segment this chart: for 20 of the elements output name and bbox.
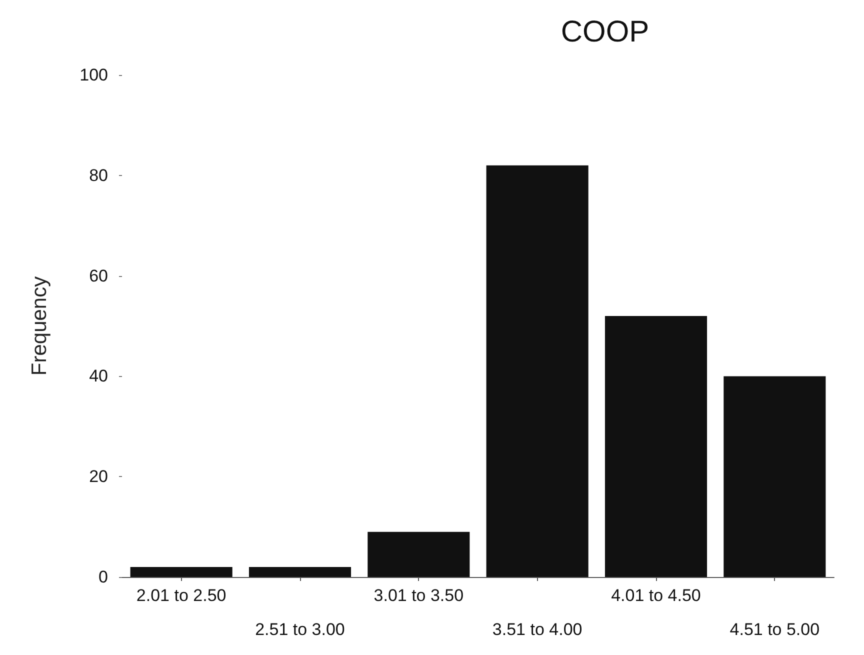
x-tick-label: 3.51 to 4.00 xyxy=(492,620,582,639)
bar xyxy=(248,566,352,577)
x-tick-label: 3.01 to 3.50 xyxy=(374,586,464,605)
chart-title: COOP xyxy=(560,16,650,48)
bar xyxy=(604,316,708,577)
y-tick-label: 40 xyxy=(89,366,108,386)
y-tick-label: 100 xyxy=(80,66,108,84)
y-tick-label: 80 xyxy=(89,166,108,185)
x-tick-label: 2.51 to 3.00 xyxy=(255,620,345,639)
x-tick-label: 4.01 to 4.50 xyxy=(611,586,701,605)
y-axis-title: Frequency xyxy=(28,276,51,376)
bar xyxy=(368,532,470,577)
bar xyxy=(486,165,588,577)
y-tick-label: 20 xyxy=(89,467,108,486)
bar xyxy=(130,566,232,577)
y-tick-label: 60 xyxy=(89,266,108,286)
bar xyxy=(724,376,826,577)
x-tick-label: 2.01 to 2.50 xyxy=(136,586,226,605)
x-tick-label: 4.51 to 5.00 xyxy=(730,620,820,639)
y-tick-label: 0 xyxy=(98,568,108,586)
